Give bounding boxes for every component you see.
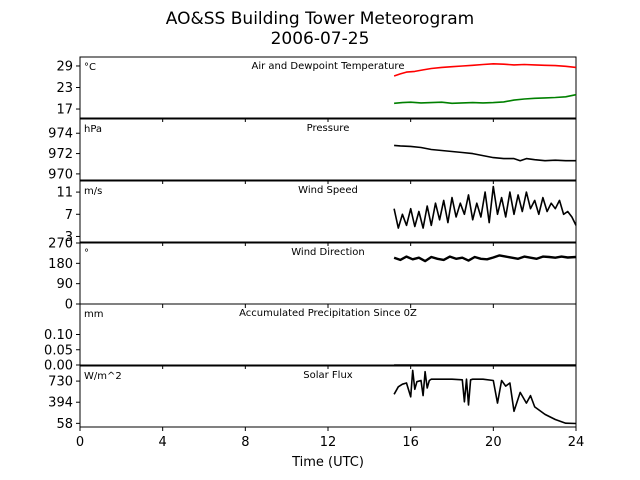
- panel-unit: mm: [84, 309, 103, 320]
- panel-title: Solar Flux: [303, 370, 353, 381]
- y-tick-label: 3: [65, 230, 73, 245]
- y-tick-label: 730: [48, 375, 73, 390]
- panel-unit: hPa: [84, 124, 102, 135]
- panel-title: Wind Direction: [291, 247, 365, 258]
- panel-title: Pressure: [307, 123, 350, 134]
- x-tick-label: 16: [402, 435, 419, 450]
- y-tick-label: 58: [56, 417, 73, 432]
- panel-unit: W/m^2: [84, 371, 122, 382]
- y-tick-label: 0: [65, 298, 73, 313]
- panel-wspd: m/s Wind Speed 3 7 11: [56, 180, 577, 246]
- panel-unit: °C: [84, 62, 96, 73]
- y-tick-label: 23: [56, 81, 73, 96]
- x-tick-label: 0: [76, 435, 84, 450]
- panels: °C Air and Dewpoint Temperature 17 23 29 hPa P…: [44, 56, 577, 432]
- series-line-wspd-0: [393, 185, 577, 229]
- y-tick-label: 0.00: [44, 359, 73, 374]
- y-tick-label: 0.05: [44, 343, 73, 358]
- y-tick-label: 0.10: [44, 328, 73, 343]
- panel-wdir: ° Wind Direction 0 90 180 270: [48, 237, 577, 313]
- figure-title: AO&SS Building Tower Meteorogram: [166, 9, 474, 29]
- x-axis: 0 4 8 12 16 20 24: [76, 435, 584, 450]
- y-tick-label: 90: [56, 277, 73, 292]
- series-line-solar-0: [393, 369, 577, 425]
- y-tick-label: 394: [48, 396, 73, 411]
- x-tick-label: 12: [320, 435, 337, 450]
- figure-date: 2006-07-25: [271, 29, 370, 49]
- panel-solar: W/m^2 Solar Flux 58 394 730: [48, 365, 577, 432]
- series-line-temp-1: [394, 93, 577, 105]
- panel-unit: m/s: [84, 186, 102, 197]
- y-tick-label: 270: [48, 237, 73, 252]
- panel-unit: °: [84, 248, 89, 259]
- x-tick-label: 24: [568, 435, 585, 450]
- panel-pressure: hPa Pressure 970 972 974: [48, 118, 577, 184]
- y-tick-label: 11: [56, 186, 73, 201]
- panel-temp: °C Air and Dewpoint Temperature 17 23 29: [56, 56, 577, 122]
- series-line-pressure-0: [394, 144, 576, 162]
- series-line-wdir-0: [393, 254, 577, 263]
- panel-title: Wind Speed: [298, 185, 358, 196]
- x-tick-label: 20: [485, 435, 502, 450]
- series-line-temp-0: [393, 62, 577, 77]
- y-tick-label: 974: [48, 127, 73, 142]
- y-tick-label: 180: [48, 257, 73, 272]
- y-tick-label: 29: [56, 59, 73, 74]
- y-tick-label: 17: [56, 103, 73, 118]
- x-tick-label: 8: [241, 435, 249, 450]
- x-axis-label: Time (UTC): [291, 455, 364, 470]
- y-tick-label: 972: [48, 147, 73, 162]
- y-tick-label: 970: [48, 167, 73, 182]
- panel-title: Air and Dewpoint Temperature: [252, 61, 405, 72]
- panel-title: Accumulated Precipitation Since 0Z: [239, 308, 417, 319]
- x-tick-label: 4: [159, 435, 167, 450]
- panel-precip: mm Accumulated Precipitation Since 0Z 0.00…: [44, 303, 577, 374]
- y-tick-label: 7: [65, 208, 73, 223]
